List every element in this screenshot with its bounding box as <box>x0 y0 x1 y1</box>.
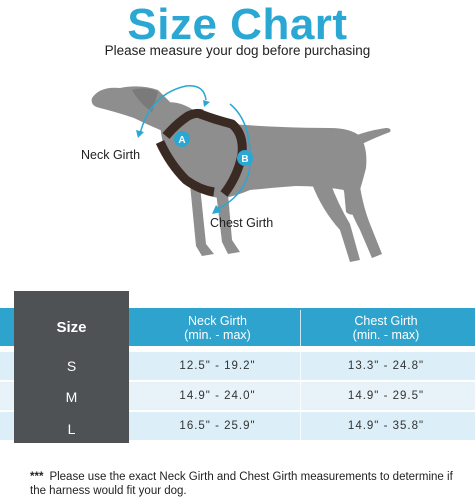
footnote-stars: *** <box>30 471 44 483</box>
marker-a-label: A <box>178 135 185 146</box>
chest-girth-label: Chest Girth <box>210 216 274 230</box>
neck-arrow-tail <box>136 130 144 138</box>
size-m: M <box>65 389 78 405</box>
chest-value-s: 13.3" - 24.8" <box>347 360 425 372</box>
neck-value-l: 16.5" - 25.9" <box>179 420 256 432</box>
marker-b-label: B <box>241 154 248 165</box>
size-s: S <box>66 358 77 374</box>
page-subtitle: Please measure your dog before purchasin… <box>104 43 371 58</box>
dog-tail <box>354 128 391 144</box>
footnote: *** Please use the exact Neck Girth and C… <box>30 470 470 498</box>
chest-value-m: 14.9" - 29.5" <box>347 390 425 402</box>
size-column: Size <box>14 291 129 443</box>
neck-value-m: 14.9" - 24.0" <box>179 390 256 402</box>
chest-arrow-head <box>212 205 222 214</box>
chest-value-l: 14.9" - 35.8" <box>347 420 425 432</box>
dog-back-leg-left <box>312 182 360 262</box>
chest-girth-header: Chest Girth (min. - max) <box>301 314 471 342</box>
marker-b <box>237 150 253 166</box>
column-divider <box>300 310 301 442</box>
neck-arrow-head <box>203 100 210 107</box>
neck-arrow <box>139 85 207 135</box>
size-header: Size <box>56 319 87 336</box>
neck-value-s: 12.5" - 19.2" <box>179 360 256 372</box>
chest-header-line1: Chest Girth <box>354 314 418 328</box>
page-title: Size Chart <box>127 0 348 49</box>
dog-illustration: A B <box>91 85 391 262</box>
neck-girth-label: Neck Girth <box>81 148 141 162</box>
harness-neck-strap <box>162 108 204 139</box>
harness-back-strap <box>198 109 247 197</box>
neck-header-line2: (min. - max) <box>184 328 251 342</box>
harness-chest-strap <box>155 140 215 197</box>
neck-girth-header: Neck Girth (min. - max) <box>135 314 300 342</box>
marker-a <box>174 131 190 147</box>
footnote-text: Please use the exact Neck Girth and Ches… <box>30 471 453 497</box>
chest-header-line2: (min. - max) <box>352 328 420 342</box>
dog-front-leg-left <box>190 184 214 256</box>
size-l: L <box>67 421 76 437</box>
dog-ear <box>132 88 158 112</box>
neck-header-line1: Neck Girth <box>187 314 248 328</box>
dog-back-leg-right <box>340 174 382 258</box>
